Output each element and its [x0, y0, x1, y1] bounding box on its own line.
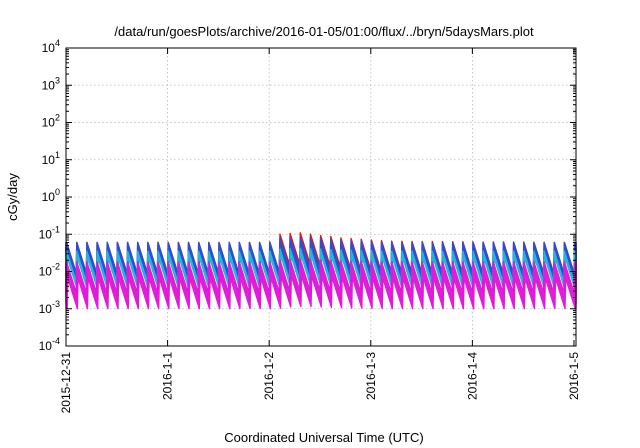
x-tick-label: 2016-1-3	[364, 352, 378, 400]
x-tick-label: 2016-1-4	[465, 352, 479, 400]
y-axis-label: cGy/day	[5, 173, 20, 221]
data-series	[65, 232, 577, 310]
y-tick-label: 10-1	[39, 224, 60, 241]
x-tick-label: 2015-12-31	[59, 352, 73, 414]
y-tick-label: 10-2	[39, 262, 60, 279]
y-tick-label: 10-3	[39, 299, 60, 316]
y-tick-label: 104	[42, 38, 60, 55]
y-axis-ticks: 104 103 102 101 100 10-1 10-2 10-3 10-4	[39, 38, 576, 353]
y-tick-label: 103	[42, 75, 60, 92]
x-tick-label: 2016-1-1	[161, 352, 175, 400]
x-tick-label: 2016-1-5	[567, 352, 581, 400]
y-tick-label: 101	[42, 150, 60, 167]
y-tick-label: 10-4	[39, 336, 60, 353]
series-line	[65, 274, 577, 310]
x-axis-label: Coordinated Universal Time (UTC)	[224, 430, 423, 445]
y-tick-label: 102	[42, 113, 60, 130]
y-tick-label: 100	[42, 187, 60, 204]
x-tick-label: 2016-1-2	[262, 352, 276, 400]
x-axis-ticks: 2015-12-31 2016-1-1 2016-1-2 2016-1-3 2016-1…	[59, 48, 581, 413]
chart-title: /data/run/goesPlots/archive/2016-01-05/0…	[114, 24, 534, 39]
